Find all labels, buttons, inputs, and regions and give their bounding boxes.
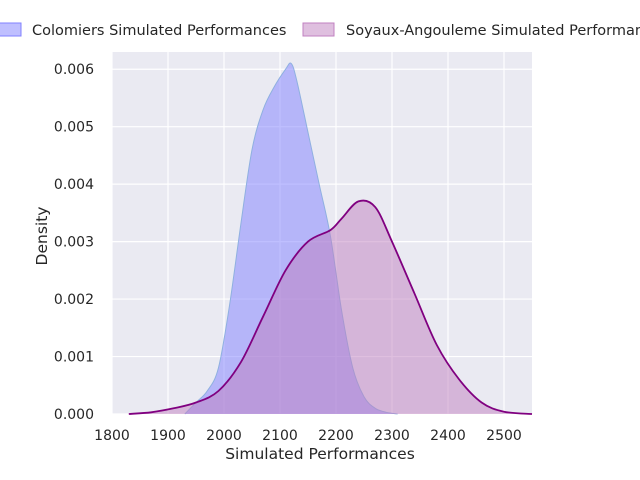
y-tick-label: 0.002 — [54, 292, 94, 308]
y-tick-label: 0.003 — [54, 235, 94, 251]
series-2-line — [128, 199, 533, 415]
x-tick-label: 2300 — [374, 428, 410, 444]
legend-label-1: Colomiers Simulated Performances — [32, 23, 286, 39]
x-tick-label: 2400 — [430, 428, 466, 444]
x-axis-label: Simulated Performances — [225, 445, 415, 463]
y-tick-label: 0.004 — [54, 177, 94, 193]
y-axis-label: Density — [33, 207, 51, 266]
x-tick-label: 1800 — [94, 428, 130, 444]
x-tick-label: 2500 — [486, 428, 522, 444]
x-tick-label: 2100 — [262, 428, 298, 444]
x-tick-label: 2000 — [206, 428, 242, 444]
y-tick-label: 0.006 — [54, 62, 94, 78]
x-tick-label: 1900 — [150, 428, 186, 444]
axis-ticks: 1800 1900 2000 2100 2200 2300 2400 2500 0.000 0.0… — [54, 62, 522, 444]
y-tick-label: 0.005 — [54, 120, 94, 136]
legend-swatch-2 — [302, 22, 335, 37]
y-tick-label: 0.001 — [54, 350, 94, 366]
x-tick-label: 2200 — [318, 428, 354, 444]
legend-label-2: Soyaux-Angouleme Simulated Performances — [346, 23, 640, 39]
density-series — [128, 62, 533, 415]
series-2-area — [128, 200, 533, 414]
series-1-area — [184, 62, 398, 414]
legend: Colomiers Simulated Performances Soyaux-A… — [0, 22, 640, 39]
legend-swatch-1 — [0, 22, 22, 37]
y-tick-label: 0.000 — [54, 407, 94, 423]
